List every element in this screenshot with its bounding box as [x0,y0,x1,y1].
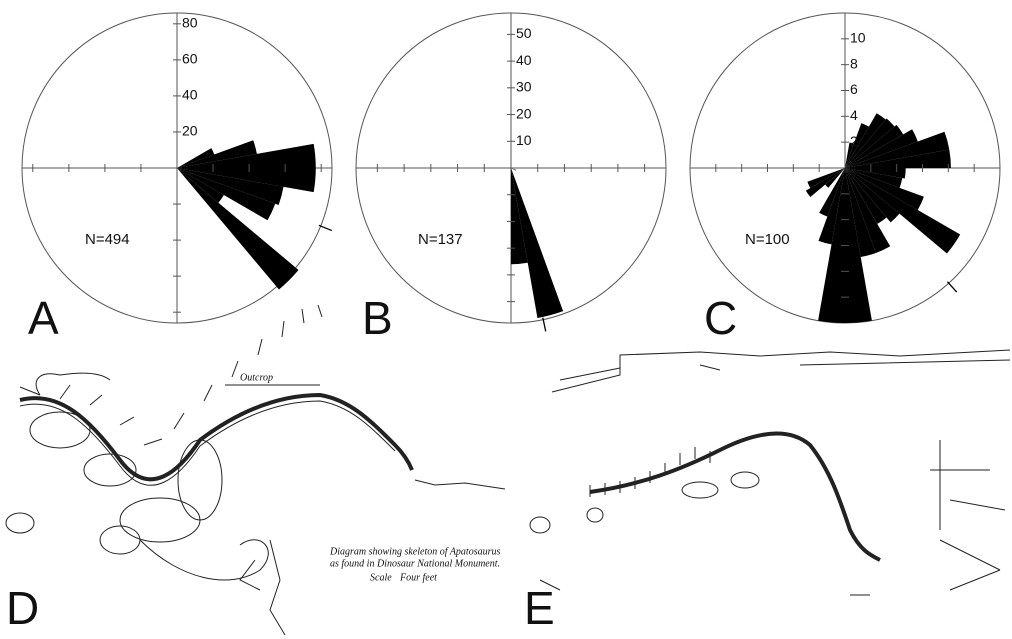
panel-label: E [524,582,555,634]
r-tick-label: 20 [182,123,198,139]
caption-line-2: as found in Dinosaur National Monument. [330,558,500,569]
scale-label: Scale [370,572,392,583]
r-tick-label: 2 [850,133,858,149]
sample-size: N=494 [85,231,130,248]
panel-label: C [704,292,737,344]
mean-direction-arrow [319,225,332,230]
panel-label: A [28,292,59,344]
mean-direction-arrow [947,282,956,292]
panel-label: B [362,292,393,344]
r-tick-label: 40 [516,52,532,68]
r-tick-label: 10 [516,132,532,148]
r-tick-label: 6 [850,81,858,97]
rose-petal [818,168,845,323]
sample-size: N=137 [418,231,463,248]
panel-label: D [6,582,39,634]
skeleton-map-d [6,305,505,635]
scale-unit: Four feet [399,572,437,583]
r-tick-label: 60 [182,51,198,67]
r-tick-label: 50 [516,25,532,41]
figure: Outcrop Diagram showing skeleton of Apat… [0,0,1012,639]
quarry-map-e [530,350,1010,595]
r-tick-label: 4 [850,107,858,123]
r-tick-label: 10 [850,30,866,46]
r-tick-label: 40 [182,87,198,103]
r-tick-label: 8 [850,55,858,71]
caption-line-1: Diagram showing skeleton of Apatosaurus [329,546,500,557]
r-tick-label: 20 [516,105,532,121]
r-tick-label: 80 [182,15,198,31]
r-tick-label: 30 [516,79,532,95]
outcrop-label: Outcrop [240,372,273,383]
sample-size: N=100 [745,231,790,248]
